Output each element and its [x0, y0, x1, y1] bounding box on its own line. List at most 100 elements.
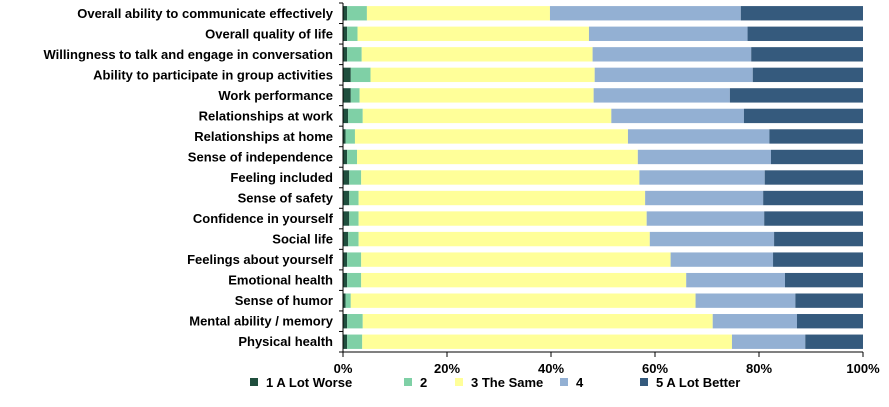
bar-segment-4-row-11: [646, 211, 765, 226]
bar-segment-2-row-16: [347, 314, 363, 329]
category-label: Sense of safety: [238, 191, 334, 206]
legend-swatch-1: [250, 378, 258, 386]
bar-segment-5-row-17: [805, 334, 863, 349]
bar-segment-1-row-6: [343, 108, 349, 124]
legend-swatch-5: [640, 378, 648, 386]
category-label: Feelings about yourself: [187, 252, 334, 267]
bar-segment-5-row-7: [769, 129, 863, 144]
bar-segment-2-row-10: [349, 190, 359, 206]
bar-segment-5-row-16: [796, 314, 863, 329]
bar-segment-1-row-17: [343, 334, 348, 349]
bar-segment-3-row-16: [362, 314, 713, 329]
bar-segment-5-row-12: [774, 231, 863, 247]
bar-segment-1-row-11: [343, 211, 350, 226]
category-labels: Overall ability to communicate effective…: [43, 6, 333, 349]
bar-segment-4-row-14: [686, 272, 785, 288]
bar-segment-3-row-6: [362, 108, 612, 124]
category-label: Sense of independence: [188, 149, 333, 164]
bar-segment-5-row-8: [770, 149, 863, 165]
bar-segment-3-row-15: [350, 293, 696, 308]
bar-segment-1-row-9: [343, 170, 350, 185]
bar-segment-4-row-4: [594, 67, 753, 83]
category-label: Social life: [272, 232, 333, 247]
legend-swatch-4: [560, 378, 568, 386]
bar-segment-3-row-11: [358, 211, 647, 226]
x-tick-label: 20%: [434, 361, 460, 376]
legend-label-1: 1 A Lot Worse: [266, 375, 352, 390]
bar-segment-4-row-5: [593, 88, 730, 103]
bar-segment-5-row-2: [747, 26, 863, 41]
bar-segment-1-row-2: [343, 26, 348, 41]
bar-segment-4-row-3: [592, 47, 752, 62]
bar-segment-3-row-4: [370, 67, 595, 83]
bar-segment-1-row-3: [343, 47, 348, 62]
category-label: Feeling included: [230, 170, 333, 185]
bar-segment-2-row-13: [347, 252, 362, 267]
legend-label-5: 5 A Lot Better: [656, 375, 740, 390]
category-label: Relationships at work: [199, 108, 334, 123]
bar-segment-1-row-4: [343, 67, 351, 83]
bar-segment-4-row-7: [627, 129, 770, 144]
bar-segment-5-row-10: [763, 190, 863, 206]
legend-label-3: 3 The Same: [471, 375, 543, 390]
bar-segment-2-row-4: [350, 67, 371, 83]
x-tick-label: 80%: [746, 361, 772, 376]
bar-segment-1-row-8: [343, 149, 348, 165]
category-label: Physical health: [238, 334, 333, 349]
bar-segment-3-row-13: [361, 252, 671, 267]
bar-segment-4-row-16: [712, 314, 797, 329]
bar-segment-1-row-15: [343, 293, 346, 308]
legend: 1 A Lot Worse 2 3 The Same 4 5 A Lot Better: [250, 375, 740, 390]
bar-segment-2-row-2: [347, 26, 358, 41]
category-label: Mental ability / memory: [189, 314, 334, 329]
bar-segment-5-row-5: [729, 88, 863, 103]
bar-segment-1-row-13: [343, 252, 348, 267]
bar-segment-2-row-11: [349, 211, 359, 226]
bar-segment-5-row-14: [785, 272, 863, 288]
bar-segment-4-row-15: [695, 293, 796, 308]
legend-label-4: 4: [576, 375, 584, 390]
bar-segment-4-row-2: [588, 26, 748, 41]
bar-segment-3-row-2: [357, 26, 589, 41]
bar-segment-2-row-15: [345, 293, 351, 308]
category-label: Overall ability to communicate effective…: [77, 6, 334, 21]
bar-segment-3-row-10: [358, 190, 646, 206]
bar-segment-5-row-4: [752, 67, 863, 83]
bar-segment-2-row-9: [349, 170, 362, 185]
bar-segment-5-row-11: [764, 211, 863, 226]
bar-segment-2-row-6: [348, 108, 363, 124]
bar-segment-2-row-8: [347, 149, 358, 165]
bar-segment-2-row-1: [347, 6, 367, 21]
bar-segment-5-row-6: [743, 108, 863, 124]
bar-segment-1-row-10: [343, 190, 350, 206]
bar-segment-2-row-17: [347, 334, 363, 349]
bar-segment-2-row-12: [348, 231, 359, 247]
bar-segment-2-row-5: [350, 88, 360, 103]
bar-segment-5-row-13: [773, 252, 863, 267]
x-tick-label: 40%: [538, 361, 564, 376]
bar-segment-2-row-14: [347, 272, 362, 288]
category-label: Relationships at home: [194, 129, 333, 144]
bars-group: [343, 6, 863, 349]
x-axis: 0% 20% 40% 60% 80% 100%: [334, 2, 880, 376]
legend-label-2: 2: [420, 375, 427, 390]
category-label: Confidence in yourself: [193, 211, 334, 226]
bar-segment-2-row-3: [347, 47, 362, 62]
category-label: Ability to participate in group activiti…: [93, 67, 333, 82]
bar-segment-1-row-16: [343, 314, 348, 329]
x-tick-label: 0%: [334, 361, 353, 376]
bar-segment-3-row-3: [361, 47, 593, 62]
bar-segment-3-row-12: [358, 231, 650, 247]
bar-segment-3-row-5: [359, 88, 594, 103]
bar-segment-5-row-15: [795, 293, 863, 308]
bar-segment-4-row-12: [649, 231, 775, 247]
bar-segment-5-row-9: [764, 170, 863, 185]
bar-segment-1-row-7: [343, 129, 346, 144]
bar-segment-4-row-10: [645, 190, 764, 206]
bar-segment-4-row-6: [611, 108, 744, 124]
bar-segment-4-row-13: [670, 252, 774, 267]
bar-segment-1-row-12: [343, 231, 349, 247]
bar-segment-1-row-14: [343, 272, 348, 288]
category-label: Sense of humor: [235, 293, 333, 308]
